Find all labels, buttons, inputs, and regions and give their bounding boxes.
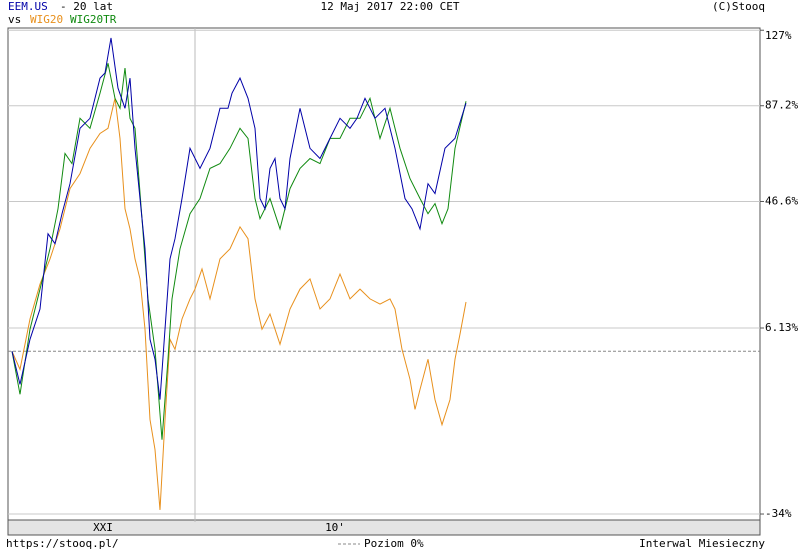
x-tick-label: 10' [325,521,345,534]
x-axis-band [7,519,761,536]
copyright: (C)Stooq [712,0,765,13]
compare-label: vs [8,13,21,26]
series-line [11,37,467,400]
interval-label: Interwal Miesieczny [639,537,765,550]
legend-entry: WIG20TR [70,13,117,26]
date-label: 12 Maj 2017 22:00 CET [320,0,459,13]
series-line [11,63,467,440]
legend-main: EEM.US [8,0,48,13]
legend-entry: WIG20 [30,13,63,26]
zero-legend-label: Poziom 0% [364,537,424,550]
series-line [11,98,467,510]
url: https://stooq.pl/ [6,537,119,550]
y-tick-label: 127% [765,29,792,42]
y-tick-label: 87.2% [765,99,798,112]
subtitle: - 20 lat [60,0,113,13]
y-tick-label: 46.6% [765,194,798,207]
y-tick-label: -34% [765,507,792,520]
x-tick-label: XXI [93,521,113,534]
y-tick-label: 6.13% [765,321,798,334]
